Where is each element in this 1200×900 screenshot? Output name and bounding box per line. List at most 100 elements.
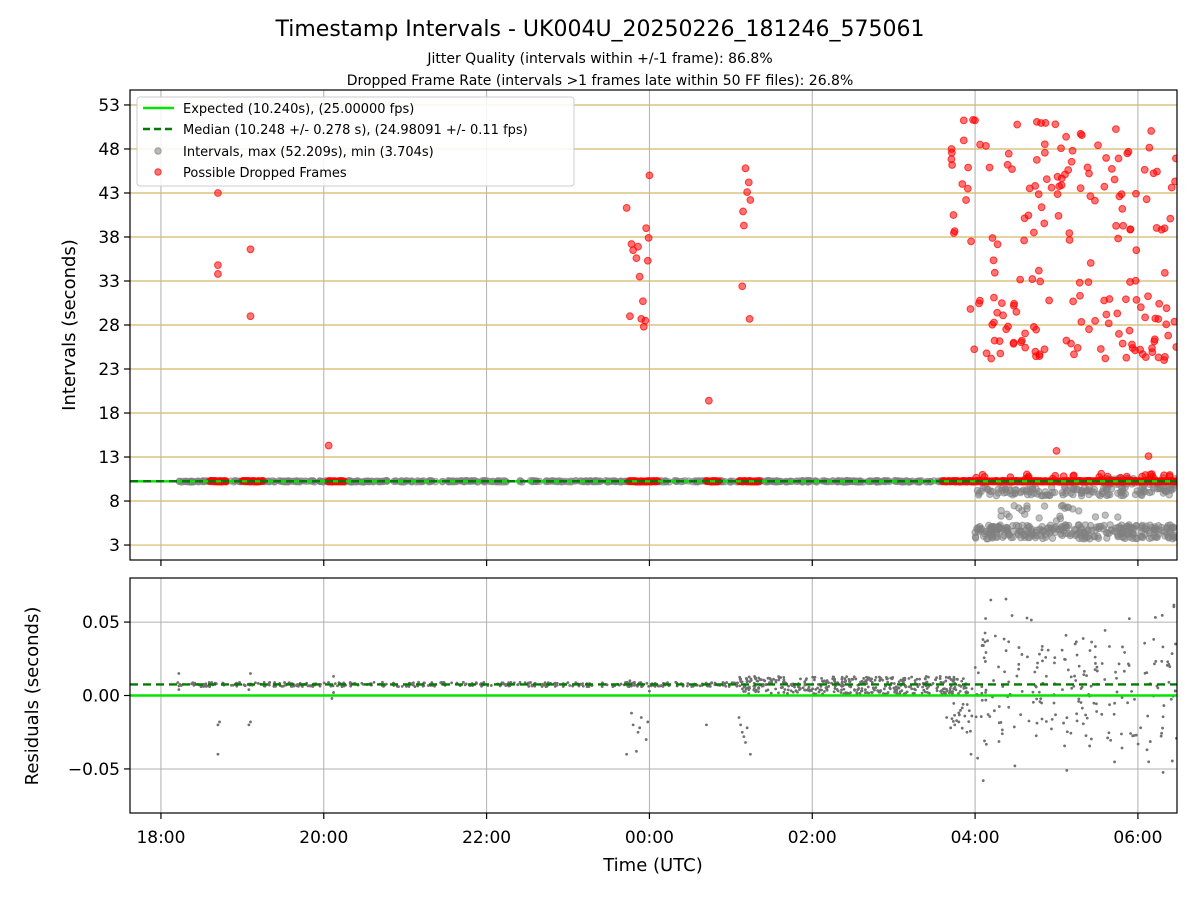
- dropped-frame-point: [1170, 317, 1177, 326]
- residual-point: [249, 720, 252, 724]
- residual-point: [961, 702, 965, 706]
- intervals-ytick-label-3: 18: [98, 404, 120, 424]
- dropped-frame-point: [1153, 167, 1161, 176]
- interval-point: [1006, 489, 1015, 498]
- x-tick-label-1: 20:00: [299, 828, 348, 848]
- residual-point: [980, 698, 984, 702]
- dropped-frame-point: [1157, 225, 1166, 234]
- residual-point: [1065, 769, 1069, 772]
- dropped-frame-point: [1117, 190, 1126, 199]
- residual-point: [764, 689, 768, 693]
- residual-point: [1152, 637, 1156, 641]
- residual-point: [927, 685, 931, 688]
- legend-dropped-label: Possible Dropped Frames: [183, 166, 347, 181]
- residual-point: [816, 686, 819, 690]
- residual-point: [892, 682, 896, 685]
- dropped-frame-point: [1150, 335, 1159, 344]
- residual-point: [1004, 597, 1008, 601]
- dropped-frame-point: [1113, 309, 1122, 318]
- residual-point: [1170, 652, 1174, 656]
- residual-point: [1017, 662, 1021, 666]
- interval-point: [1094, 534, 1103, 542]
- interval-point: [1023, 504, 1031, 513]
- dropped-frame-point: [746, 196, 755, 204]
- residual-point: [947, 676, 950, 680]
- residual-point: [820, 676, 823, 680]
- intervals-ytick-label-7: 38: [98, 228, 120, 248]
- residual-point: [1123, 651, 1127, 654]
- residual-point: [848, 680, 851, 683]
- residual-point: [811, 687, 814, 691]
- dropped-frame-point: [1144, 292, 1152, 301]
- interval-point: [1099, 484, 1108, 493]
- dropped-frame-point: [635, 272, 644, 281]
- residual-point: [944, 679, 948, 683]
- residual-point: [956, 678, 959, 681]
- residual-point: [1131, 734, 1135, 738]
- residual-point: [1095, 669, 1099, 673]
- residuals-plot: 0.05 0.00 −0.05 18:00 20:00 22:00 00:00 02:00 04…: [22, 577, 1178, 876]
- interval-point: [1000, 489, 1008, 497]
- interval-point: [1040, 502, 1049, 510]
- dropped-frame-point: [1164, 331, 1173, 340]
- residual-point: [725, 681, 729, 684]
- residual-point: [1060, 648, 1064, 652]
- residual-point: [897, 686, 900, 690]
- residual-point: [624, 681, 627, 684]
- residual-point: [210, 681, 214, 684]
- dropped-frame-point: [1096, 345, 1105, 353]
- residual-point: [1053, 656, 1057, 660]
- residual-point: [854, 677, 858, 681]
- dropped-frame-point: [1085, 169, 1093, 178]
- residual-point: [871, 686, 875, 690]
- residual-point: [708, 685, 712, 688]
- chart-subtitle-jitter: Jitter Quality (intervals within +/-1 fr…: [426, 51, 772, 67]
- residual-point: [1120, 696, 1124, 700]
- residual-point: [923, 690, 927, 694]
- residual-point: [634, 683, 638, 687]
- interval-point: [1133, 487, 1141, 495]
- residual-point: [742, 735, 746, 739]
- residual-point: [243, 684, 247, 687]
- residual-point: [638, 726, 642, 730]
- residual-point: [931, 682, 935, 685]
- dropped-frame-point: [738, 282, 747, 291]
- interval-point: [1068, 505, 1077, 513]
- residual-point: [997, 705, 1001, 708]
- residual-point: [1139, 726, 1143, 730]
- residual-point: [1093, 655, 1097, 659]
- residual-point: [953, 723, 957, 727]
- residual-point: [327, 680, 330, 684]
- residual-point: [745, 686, 749, 690]
- dropped-frame-point: [1004, 149, 1013, 158]
- legend-median-label: Median (10.248 +/- 0.278 s), (24.98091 +…: [183, 123, 528, 138]
- residual-point: [943, 687, 947, 691]
- residual-point: [812, 692, 816, 695]
- dropped-frame-point: [741, 164, 750, 173]
- residual-point: [742, 685, 746, 689]
- residual-point: [1130, 689, 1133, 693]
- dropped-frame-point: [987, 354, 996, 363]
- residual-point: [190, 682, 193, 686]
- interval-point: [1138, 524, 1146, 532]
- residual-point: [1148, 740, 1152, 743]
- residual-point: [847, 692, 851, 695]
- residual-point: [177, 684, 181, 688]
- dropped-frame-point: [1102, 154, 1111, 162]
- dropped-frame-point: [214, 261, 222, 270]
- residuals-ytick-label-2: −0.05: [68, 760, 120, 780]
- residual-point: [1063, 657, 1066, 661]
- dropped-frame-point: [1154, 353, 1163, 362]
- residual-point: [1112, 712, 1116, 716]
- dropped-frame-point: [1021, 329, 1029, 338]
- dropped-frame-point: [1118, 339, 1127, 348]
- intervals-ytick-label-5: 28: [98, 316, 120, 336]
- dropped-frame-point: [1076, 291, 1084, 300]
- residual-point: [1168, 665, 1172, 669]
- interval-point: [1004, 530, 1013, 538]
- dropped-frame-point: [1144, 452, 1153, 461]
- residual-point: [1108, 703, 1111, 707]
- interval-point: [1033, 531, 1041, 540]
- residual-point: [439, 681, 443, 685]
- dropped-frame-point: [1069, 297, 1078, 306]
